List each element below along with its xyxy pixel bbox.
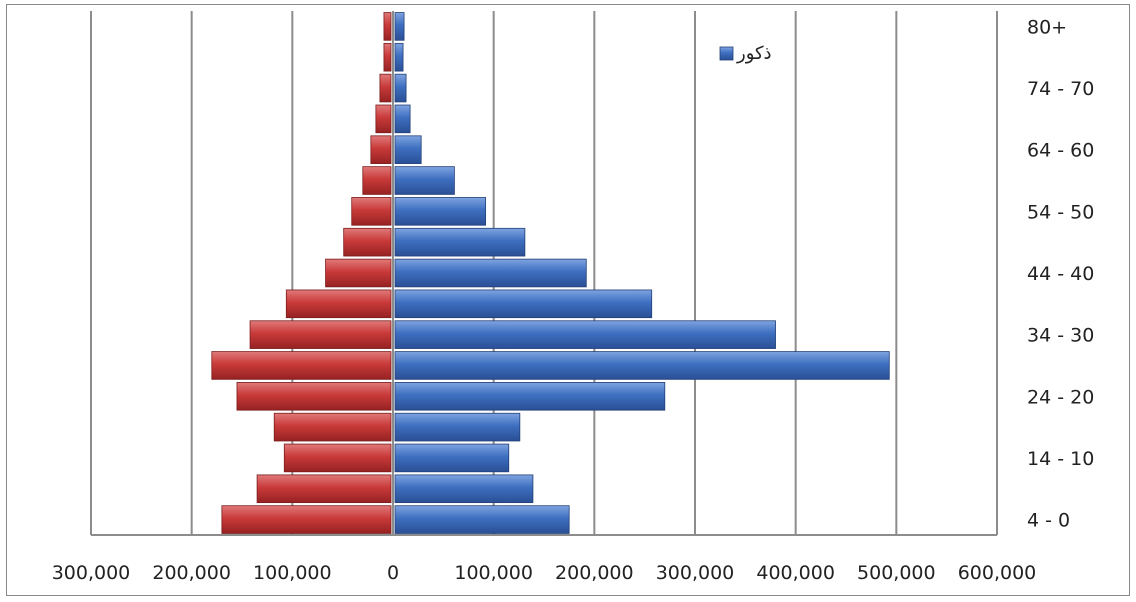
bar-female — [370, 135, 392, 164]
y-tick-label: 80+ — [1027, 16, 1067, 38]
bar-female — [383, 12, 392, 41]
bar-male — [394, 197, 487, 226]
bar-female — [362, 166, 392, 195]
bar-male — [394, 289, 653, 319]
y-tick-label: 44 - 40 — [1027, 263, 1094, 285]
bar-male — [394, 443, 510, 473]
bar-female — [249, 320, 392, 349]
bar-male — [394, 227, 526, 257]
bar-male — [394, 258, 587, 288]
x-tick-label: 0 — [387, 562, 399, 584]
bar-male — [394, 135, 422, 164]
bar-male — [394, 42, 404, 72]
bar-male — [394, 320, 776, 349]
bar-male — [394, 104, 411, 134]
bar-female — [343, 227, 392, 257]
x-tick-label: 600,000 — [958, 562, 1037, 584]
y-tick-label: 4 - 0 — [1027, 510, 1070, 532]
bar-female — [351, 197, 392, 226]
bar-male — [394, 351, 890, 380]
x-tick-label: 300,000 — [52, 562, 131, 584]
y-tick-label: 54 - 50 — [1027, 201, 1094, 223]
bar-male — [394, 474, 534, 504]
bar-female — [221, 505, 392, 534]
bar-male — [394, 166, 455, 195]
chart-frame: 300,000 200,000 100,000 0 100,000 200,000 300,… — [6, 4, 1130, 596]
bar-male — [394, 505, 570, 534]
x-tick-label: 100,000 — [454, 562, 533, 584]
legend-label: ذكور — [736, 43, 772, 64]
y-tick-label: 64 - 60 — [1027, 140, 1094, 162]
bar-female — [375, 104, 392, 134]
legend-swatch — [719, 46, 734, 61]
bar-male — [394, 412, 521, 442]
x-tick-label: 300,000 — [656, 562, 735, 584]
population-pyramid-chart: 300,000 200,000 100,000 0 100,000 200,000 300,… — [52, 11, 1094, 584]
x-tick-label: 200,000 — [555, 562, 634, 584]
x-tick-label: 500,000 — [857, 562, 936, 584]
bar-male — [394, 12, 405, 41]
bar-female — [211, 351, 392, 380]
bar-female — [325, 258, 392, 288]
bar-female — [256, 474, 392, 504]
x-tick-label: 200,000 — [152, 562, 231, 584]
bar-female — [285, 289, 392, 319]
bar-female — [379, 73, 392, 103]
y-tick-label: 24 - 20 — [1027, 386, 1094, 408]
bar-male — [394, 73, 407, 103]
bar-female — [283, 443, 392, 473]
y-tick-label: 14 - 10 — [1027, 448, 1094, 470]
bar-female — [236, 382, 392, 411]
bar-female — [383, 42, 392, 72]
x-tick-label: 400,000 — [756, 562, 835, 584]
y-tick-label: 74 - 70 — [1027, 78, 1094, 100]
y-tick-label: 34 - 30 — [1027, 325, 1094, 347]
bar-male — [394, 382, 666, 411]
bar-female — [273, 412, 392, 442]
x-tick-label: 100,000 — [253, 562, 332, 584]
